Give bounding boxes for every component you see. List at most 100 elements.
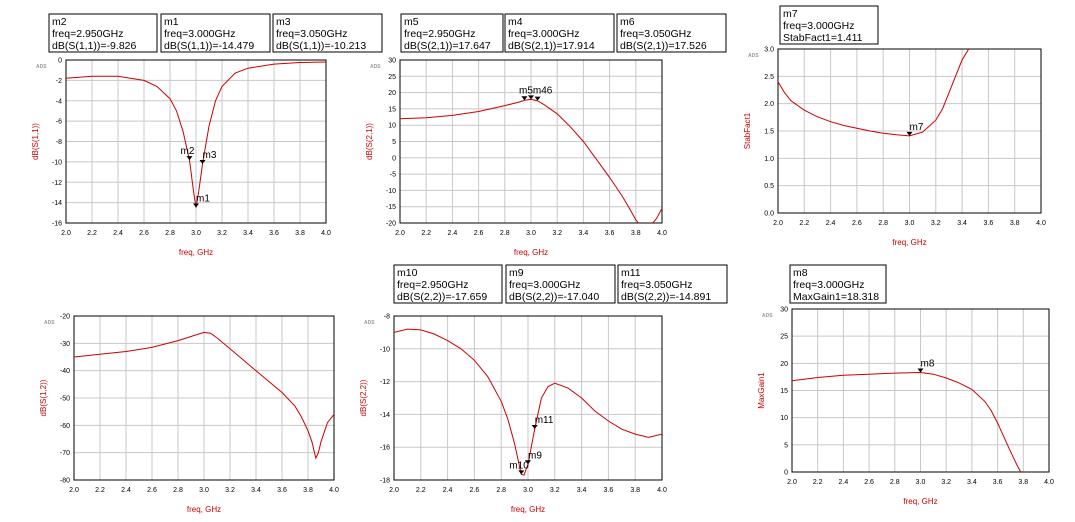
readout-name: m8 xyxy=(793,267,808,279)
readout-value: dB(S(2,1))=17.914 xyxy=(508,40,595,52)
y-tick-label: -8 xyxy=(384,314,390,321)
y-tick-label: 2.5 xyxy=(764,74,774,81)
y-tick-label: -8 xyxy=(56,139,62,146)
y-tick-label: 5 xyxy=(392,139,396,146)
x-tick-label: 3.4 xyxy=(251,487,261,494)
marker-label-m1: m1 xyxy=(196,194,210,205)
y-tick-label: 10 xyxy=(388,123,396,130)
readout-freq: freq=3.050GHz xyxy=(620,28,692,40)
readout-name: m7 xyxy=(783,8,798,20)
marker-m4[interactable] xyxy=(528,95,534,100)
marker-m5[interactable] xyxy=(521,96,528,101)
y-tick-label: -18 xyxy=(380,478,390,485)
ads-tag: ADS xyxy=(364,320,375,326)
y-tick-label: 30 xyxy=(780,307,788,314)
marker-m11[interactable] xyxy=(531,425,538,430)
y-tick-label: 1.0 xyxy=(764,156,774,163)
marker-label-m10: m10 xyxy=(509,460,529,471)
y-tick-label: 10 xyxy=(780,415,788,422)
chart-s21: 2.0 2.2 2.4 2.6 2.8 3.0 3.2 3.4 3.6 3.8 4.0 30 25 20 1… xyxy=(365,13,727,257)
y-tick-label: -60 xyxy=(60,423,70,430)
trace-stab xyxy=(778,49,970,137)
marker-m6[interactable] xyxy=(534,96,541,101)
trace-s21 xyxy=(652,208,662,223)
x-tick-label: 3.6 xyxy=(605,230,615,237)
marker-m8[interactable] xyxy=(917,368,924,373)
x-axis-label: freq, GHz xyxy=(511,505,545,514)
marker-m7[interactable] xyxy=(906,131,913,136)
marker-m9[interactable] xyxy=(525,460,531,465)
trace-s12 xyxy=(74,331,334,460)
plot-frame xyxy=(791,308,1050,473)
x-tick-label: 3.8 xyxy=(631,230,641,237)
readout-name: m2 xyxy=(52,16,67,28)
readout-freq: freq=2.950GHz xyxy=(52,28,124,40)
x-tick-label: 3.6 xyxy=(277,487,287,494)
readout-name: m3 xyxy=(276,16,291,28)
y-tick-label: 0 xyxy=(784,470,788,477)
x-tick-label: 3.4 xyxy=(967,479,977,486)
y-axis-label: MaxGain1 xyxy=(757,372,766,409)
y-tick-label: -20 xyxy=(60,314,70,321)
x-tick-label: 3.2 xyxy=(217,230,227,237)
chart-stab: 2.0 2.2 2.4 2.6 2.8 3.0 3.2 3.4 3.6 3.8 4.0 3.0 2.5 2… xyxy=(743,5,1046,247)
x-tick-label: 3.4 xyxy=(957,220,967,227)
x-tick-label: 2.0 xyxy=(389,487,399,494)
y-tick-label: -14 xyxy=(380,412,390,419)
readout-freq: freq=3.000GHz xyxy=(508,28,580,40)
x-tick-label: 2.0 xyxy=(69,487,79,494)
ads-tag: ADS xyxy=(748,53,759,59)
y-tick-label: -50 xyxy=(60,396,70,403)
marker-m10[interactable] xyxy=(518,470,525,475)
x-tick-label: 3.0 xyxy=(523,487,533,494)
marker-m1[interactable] xyxy=(193,203,199,208)
marker-m3[interactable] xyxy=(199,160,206,165)
marker-label-m7: m7 xyxy=(910,122,924,133)
x-tick-label: 3.0 xyxy=(191,230,201,237)
x-tick-label: 3.4 xyxy=(579,230,589,237)
y-axis-label: dB(S(1,1)) xyxy=(31,123,40,160)
x-tick-label: 2.4 xyxy=(121,487,131,494)
readout-value: dB(S(2,1))=17.647 xyxy=(404,40,491,52)
readout-name: m5 xyxy=(404,16,419,28)
x-tick-label: 2.8 xyxy=(878,220,888,227)
readout-box xyxy=(504,13,615,53)
x-axis-label: freq, GHz xyxy=(514,248,548,257)
y-tick-label: -4 xyxy=(56,98,62,105)
x-tick-label: 3.4 xyxy=(243,230,253,237)
x-tick-label: 2.0 xyxy=(773,220,783,227)
x-axis-label: freq, GHz xyxy=(179,248,213,257)
x-tick-label: 4.0 xyxy=(321,230,331,237)
marker-label-m2: m2 xyxy=(181,146,195,157)
y-tick-label: -12 xyxy=(380,379,390,386)
y-tick-label: -70 xyxy=(60,450,70,457)
trace-s21 xyxy=(400,98,639,223)
x-tick-label: 3.2 xyxy=(931,220,941,227)
x-tick-label: 3.6 xyxy=(269,230,279,237)
y-tick-label: 1.5 xyxy=(764,129,774,136)
x-tick-label: 2.2 xyxy=(87,230,97,237)
y-tick-label: -16 xyxy=(380,445,390,452)
x-tick-label: 3.2 xyxy=(941,479,951,486)
y-tick-label: 0.5 xyxy=(764,183,774,190)
readout-box xyxy=(48,13,158,53)
y-tick-label: -40 xyxy=(60,368,70,375)
x-tick-label: 2.4 xyxy=(113,230,123,237)
marker-m2[interactable] xyxy=(186,156,193,161)
x-tick-label: 2.8 xyxy=(890,479,900,486)
readout-value: dB(S(2,2))=-17.659 xyxy=(397,291,487,303)
x-tick-label: 2.2 xyxy=(799,220,809,227)
x-tick-label: 2.6 xyxy=(852,220,862,227)
marker-label-m11: m11 xyxy=(535,415,554,426)
